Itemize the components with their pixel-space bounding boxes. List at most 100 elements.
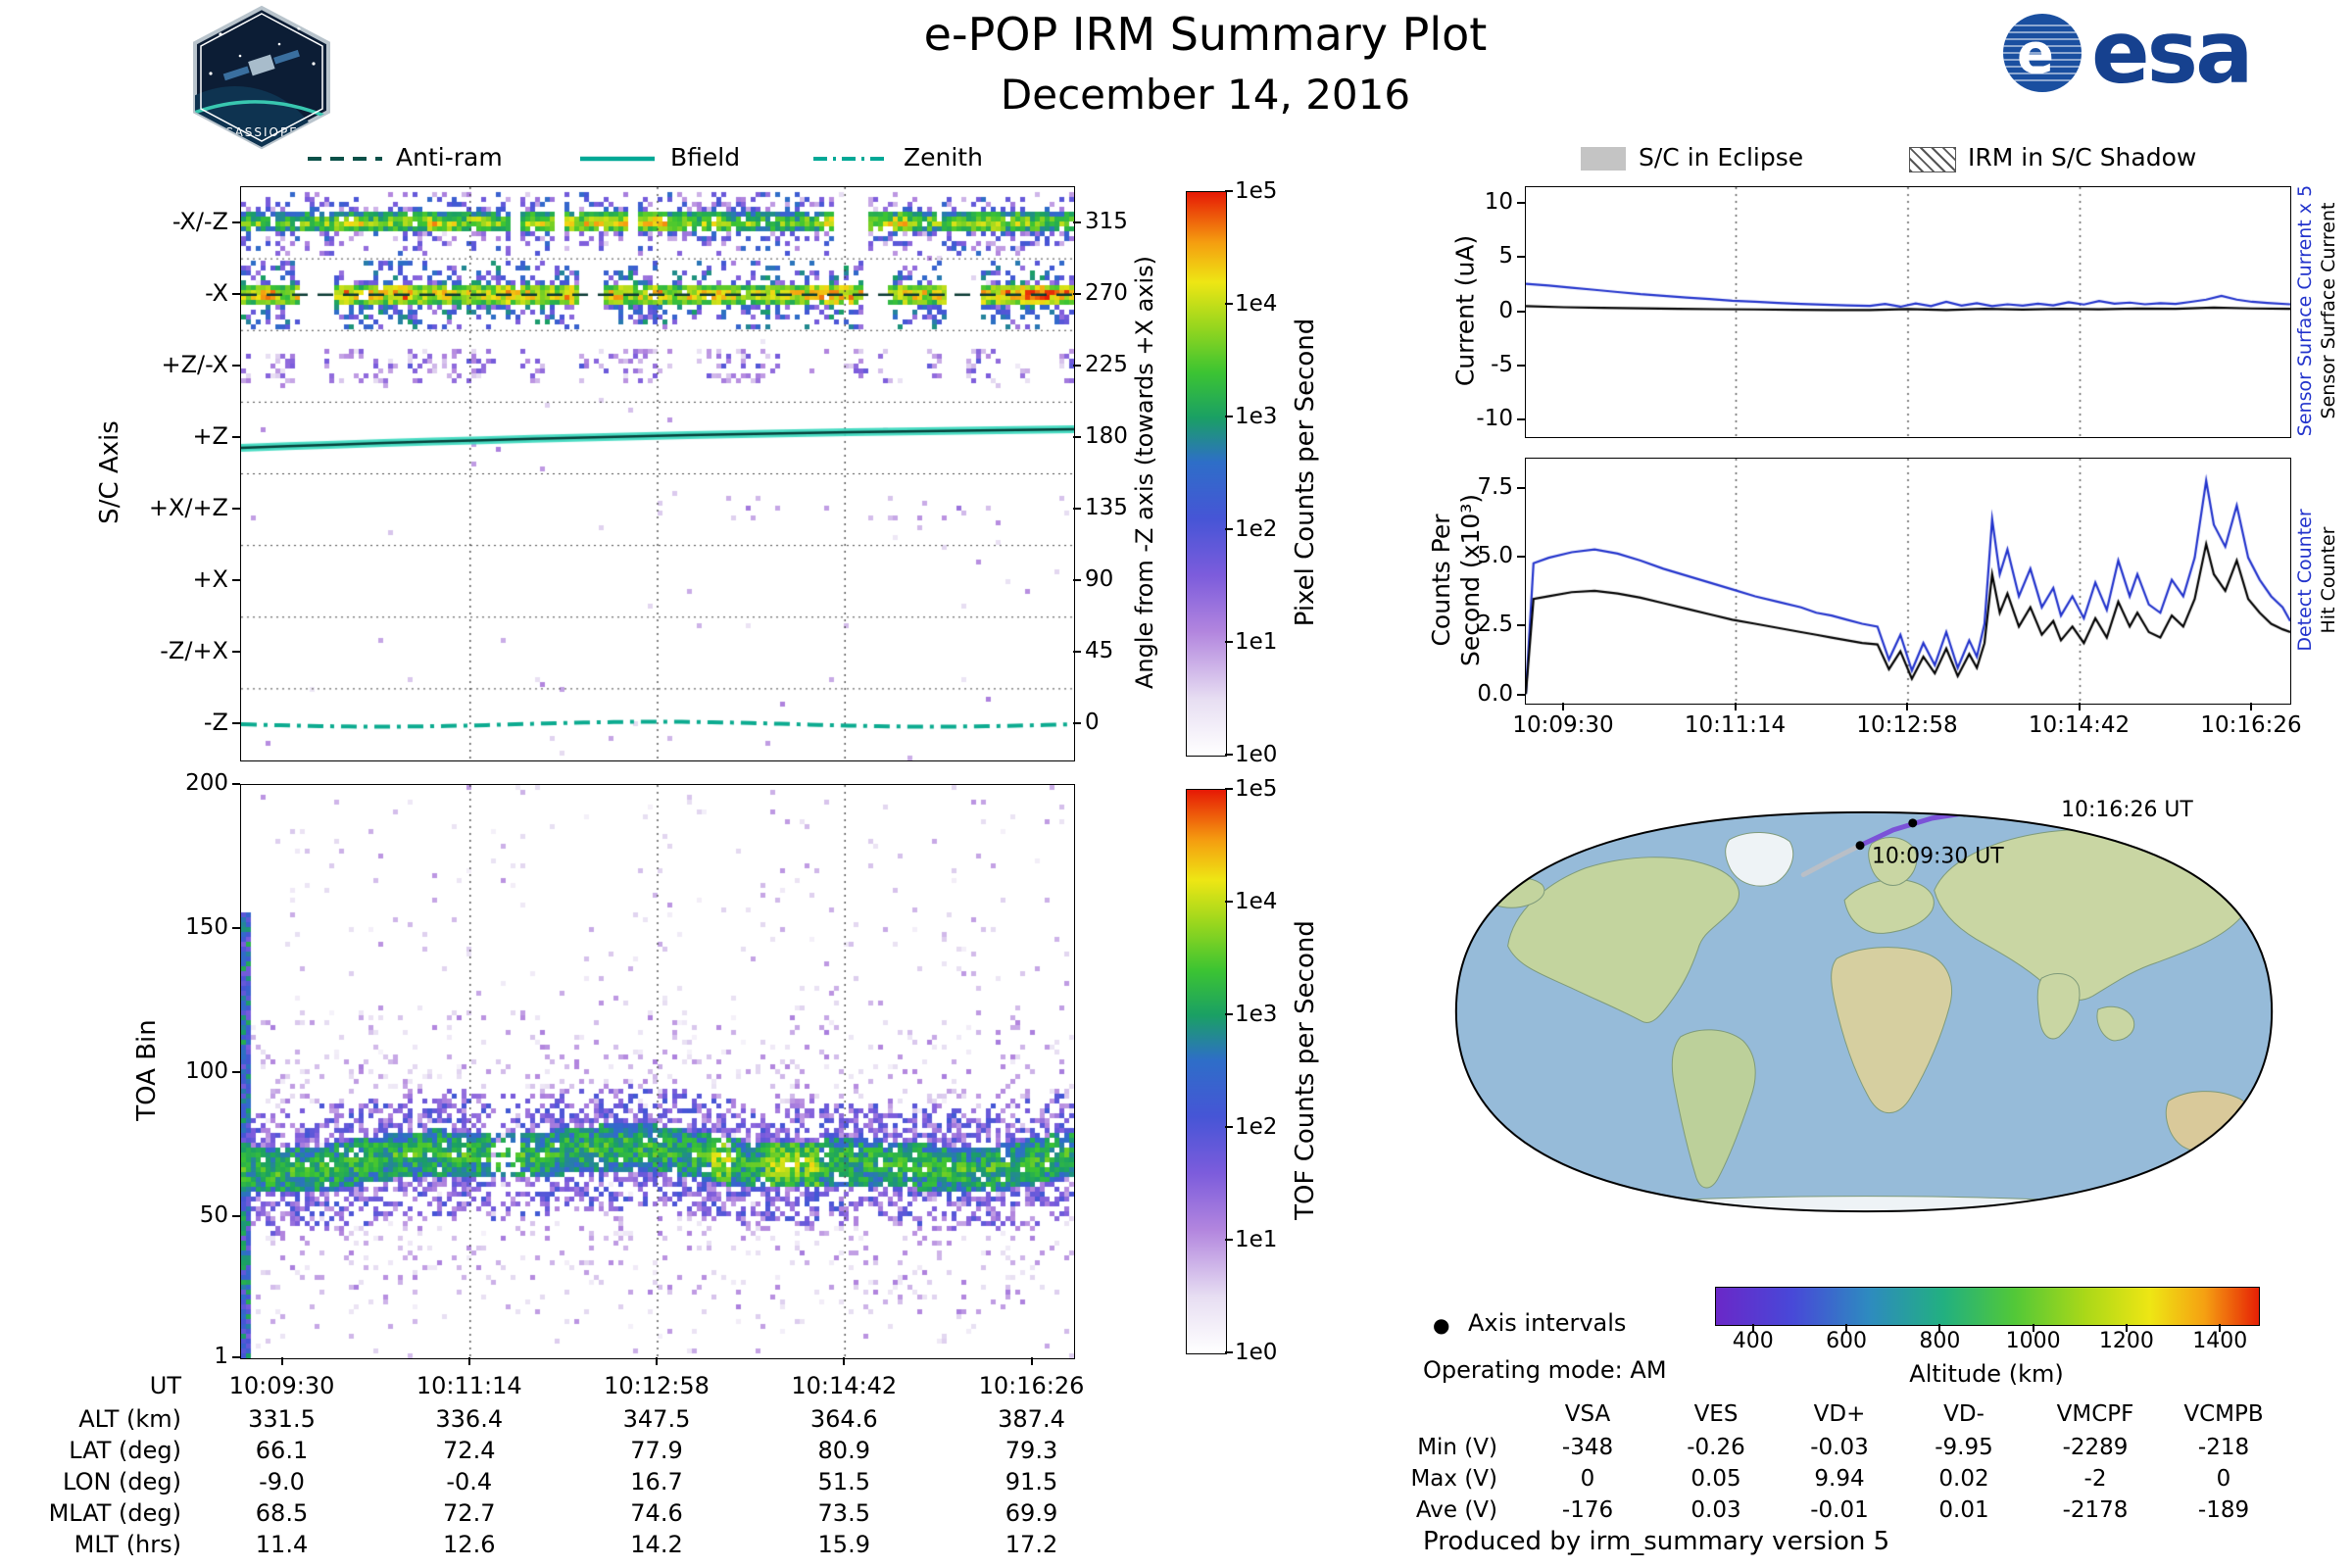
current-ytick: 5 (1498, 243, 1513, 270)
continent-north-america (1507, 857, 1740, 1023)
colorbar-tick: 1e2 (1235, 516, 1278, 542)
time-xtick: 10:12:58 (1856, 712, 1958, 738)
voltage-value: -2 (2083, 1466, 2107, 1492)
sc-axis-category: +X/+Z (148, 494, 228, 522)
toa-ytick: 50 (199, 1201, 228, 1228)
voltage-row-label: Max (V) (1410, 1466, 1497, 1492)
voltage-value: -0.26 (1687, 1435, 1745, 1460)
ephemeris-value: 347.5 (622, 1405, 691, 1433)
voltage-value: 9.94 (1814, 1466, 1865, 1492)
voltage-col-header: VD- (1943, 1401, 1984, 1427)
counts-ylabel-line1: Counts Per (1427, 514, 1455, 647)
voltage-col-header: VMCPF (2056, 1401, 2134, 1427)
axis-tick (1073, 364, 1081, 367)
continent-south-america (1671, 1029, 1756, 1189)
axis-tick (1225, 528, 1233, 530)
angle-axis-label: Angle from -Z axis (towards +X axis) (1131, 255, 1158, 690)
axis-tick (1517, 310, 1525, 313)
current-ytick: -5 (1491, 351, 1513, 377)
voltage-col-header: VES (1693, 1401, 1739, 1427)
axis-tick (232, 1214, 240, 1217)
axis-tick (1751, 1324, 1754, 1332)
toa-ytick: 150 (185, 913, 228, 940)
altitude-tick: 400 (1732, 1329, 1774, 1353)
greenland (1725, 832, 1794, 887)
colorbar-tick: 1e2 (1235, 1114, 1278, 1140)
axis-tick (467, 1357, 470, 1365)
ephemeris-value: 12.6 (443, 1531, 496, 1558)
counts-ylabel-line2: Second (x10³) (1456, 493, 1485, 667)
colorbar-tick: 1e3 (1235, 404, 1278, 429)
track-end-label: 10:16:26 UT (2061, 798, 2193, 822)
voltage-value: 0.05 (1690, 1466, 1741, 1492)
axis-tick (1225, 416, 1233, 417)
colorbar-tick: 1e0 (1235, 1340, 1278, 1365)
voltage-value: 0.01 (1938, 1497, 1989, 1523)
axis-tick (232, 435, 240, 438)
antarctica (1580, 1196, 2148, 1212)
legend-zenith-label: Zenith (904, 143, 983, 172)
axis-tick (1562, 703, 1564, 710)
cassiope-mission-patch: CASSIOPE (193, 5, 330, 150)
ephemeris-value: 72.4 (443, 1437, 496, 1464)
axis-tick (1225, 788, 1233, 790)
ephemeris-value: 91.5 (1004, 1468, 1058, 1495)
axis-intervals-dot-icon: ● (1433, 1313, 1450, 1337)
axis-tick (1517, 201, 1525, 204)
voltage-value: -189 (2197, 1497, 2250, 1523)
counters-plot (1525, 458, 2291, 705)
esa-logo: e esa (2001, 10, 2253, 96)
sc-axis-category: -X/-Z (172, 207, 228, 235)
axis-tick (1225, 1126, 1233, 1128)
axis-tick (1225, 303, 1233, 305)
colorbar-tick: 1e4 (1235, 291, 1278, 317)
time-xtick: 10:11:14 (1684, 712, 1787, 738)
axis-tick (1073, 579, 1081, 582)
angle-axis-tick: 45 (1085, 638, 1114, 664)
voltage-value: -2178 (2062, 1497, 2129, 1523)
altitude-tick: 600 (1826, 1329, 1868, 1353)
axis-interval-dot (1908, 818, 1918, 828)
legend-antiram-label: Anti-ram (396, 143, 503, 172)
pixel-counts-colorbar (1186, 191, 1227, 757)
altitude-tick: 800 (1919, 1329, 1961, 1353)
eclipse-swatch (1581, 147, 1626, 171)
ephemeris-value: 14.2 (630, 1531, 683, 1558)
voltage-value: -2289 (2062, 1435, 2129, 1460)
colorbar-tick: 1e0 (1235, 742, 1278, 767)
time-xtick: 10:09:30 (1512, 712, 1614, 738)
axis-tick (232, 364, 240, 367)
axis-tick (1517, 256, 1525, 259)
axis-tick (1734, 703, 1737, 710)
southeast-asia (2096, 1005, 2135, 1042)
ephemeris-value: 331.5 (248, 1405, 316, 1433)
ephemeris-value: 74.6 (630, 1499, 683, 1527)
antiram-legend-line (308, 157, 382, 161)
world-map: 10:09:30 UT 10:16:26 UT (1454, 798, 2274, 1213)
axis-tick (232, 722, 240, 725)
axis-tick (656, 1357, 658, 1365)
axis-tick (232, 783, 240, 785)
axis-tick (1517, 418, 1525, 421)
axis-tick (1073, 292, 1081, 295)
axis-tick (280, 1357, 283, 1365)
axis-tick (232, 220, 240, 223)
satellite-icon (222, 49, 300, 81)
tof-counts-colorbar (1186, 789, 1227, 1354)
axis-tick (1225, 1239, 1233, 1241)
voltage-value: -218 (2197, 1435, 2250, 1460)
axis-tick (1225, 190, 1233, 192)
counts-ytick: 0.0 (1477, 680, 1513, 707)
voltage-row-label: Min (V) (1417, 1435, 1497, 1460)
sensor-current-plot (1525, 186, 2291, 438)
pixel-counts-colorbar-label: Pixel Counts per Second (1291, 318, 1320, 627)
counts-ytick: 5.0 (1477, 543, 1513, 569)
ephemeris-value: 80.9 (817, 1437, 870, 1464)
page-date: December 14, 2016 (1000, 71, 1411, 119)
operating-mode-label: Operating mode: AM (1423, 1356, 1667, 1384)
axis-tick (1073, 722, 1081, 725)
ephemeris-value: 77.9 (630, 1437, 683, 1464)
track-start-label: 10:09:30 UT (1872, 845, 2004, 869)
angle-axis-tick: 270 (1085, 279, 1128, 306)
axis-tick (232, 508, 240, 511)
